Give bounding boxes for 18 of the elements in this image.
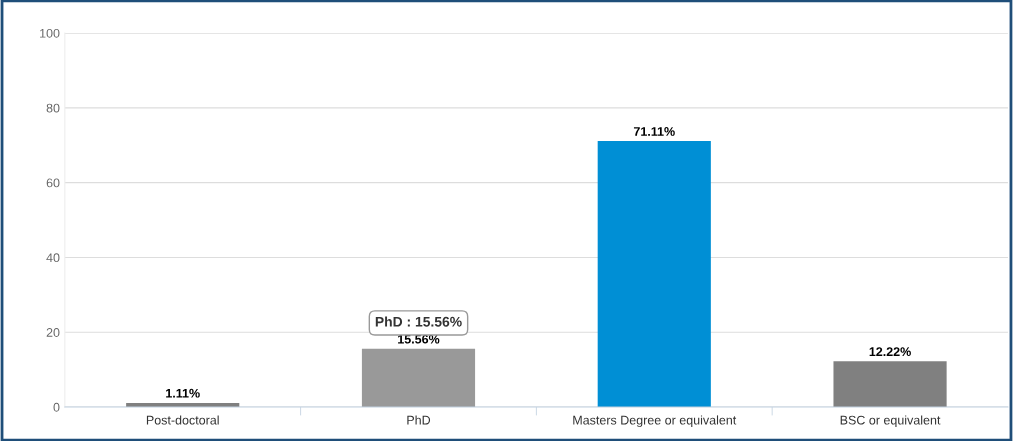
data-label: 71.11% xyxy=(633,127,675,136)
data-label: 1.11% xyxy=(166,388,200,398)
y-tick-label: 0 xyxy=(53,402,60,412)
x-tick-label: PhD xyxy=(407,415,431,425)
x-tick-label: BSC or equivalent xyxy=(840,415,941,428)
y-tick-label: 20 xyxy=(46,328,60,337)
x-tick-label: Post-doctoral xyxy=(146,415,219,425)
bar xyxy=(833,361,947,408)
bar xyxy=(361,348,476,408)
x-tick-label: Masters Degree or equivalent xyxy=(573,415,737,428)
y-tick-label: 100 xyxy=(40,28,60,38)
y-tick-label: 40 xyxy=(46,253,60,263)
bar xyxy=(597,141,711,408)
data-label: 15.56% xyxy=(398,334,440,344)
data-label: 12.22% xyxy=(869,347,911,357)
y-tick-label: 60 xyxy=(46,178,60,188)
annotation: PhD : 15.56% xyxy=(375,316,462,327)
y-tick-label: 80 xyxy=(46,103,60,113)
